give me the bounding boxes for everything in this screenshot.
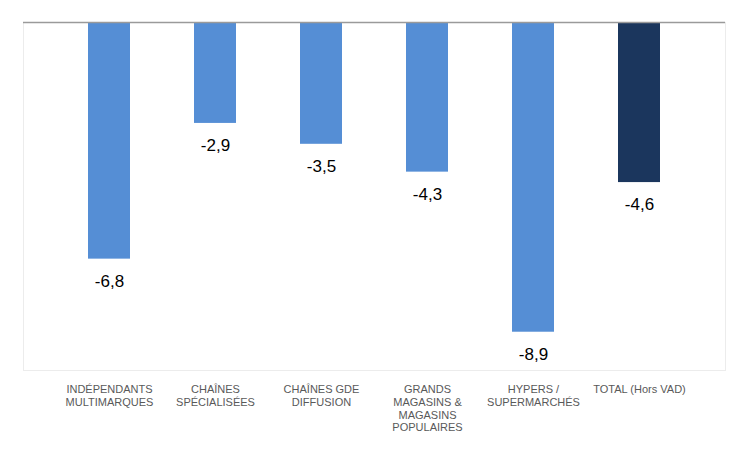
svg-text:-8,9: -8,9 bbox=[519, 345, 548, 364]
svg-text:HYPERS /SUPERMARCHÉS: HYPERS /SUPERMARCHÉS bbox=[487, 383, 580, 408]
svg-text:GRANDSMAGASINS &MAGASINSPOPULA: GRANDSMAGASINS &MAGASINSPOPULAIRES bbox=[392, 383, 462, 433]
svg-text:CHAÎNES GDEDIFFUSION: CHAÎNES GDEDIFFUSION bbox=[284, 383, 360, 408]
svg-text:-6,8: -6,8 bbox=[95, 272, 124, 291]
svg-text:-4,3: -4,3 bbox=[413, 185, 442, 204]
svg-text:INDÉPENDANTSMULTIMARQUES: INDÉPENDANTSMULTIMARQUES bbox=[66, 383, 154, 408]
svg-text:-3,5: -3,5 bbox=[307, 157, 336, 176]
svg-text:-4,6: -4,6 bbox=[625, 195, 654, 214]
svg-text:TOTAL (Hors VAD): TOTAL (Hors VAD) bbox=[593, 383, 686, 395]
svg-text:-2,9: -2,9 bbox=[201, 136, 230, 155]
svg-text:CHAÎNESSPÉCIALISÉES: CHAÎNESSPÉCIALISÉES bbox=[176, 383, 255, 408]
